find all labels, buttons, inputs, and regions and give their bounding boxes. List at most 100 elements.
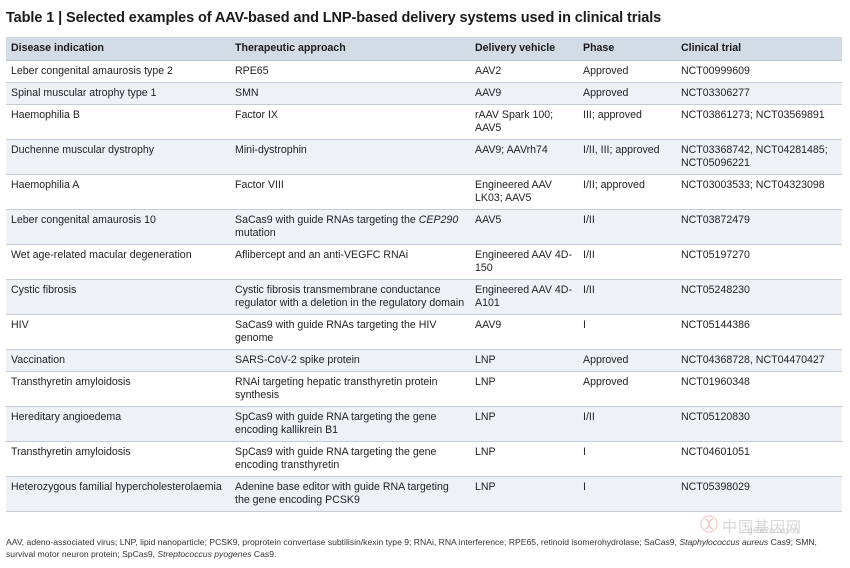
table-row: Vaccination SARS-CoV-2 spike protein LNP Ap… [6,349,842,372]
watermark-text: 中国基因网 [722,517,803,536]
table-title: Table 1 | Selected examples of AAV-based… [6,10,662,26]
cell-vehicle: AAV9; AAVrh74 [470,139,578,175]
cell-trial: NCT03861273; NCT03569891 [676,104,842,140]
footnote-text-2: Cas9; SMN, survival motor neuron protein… [6,537,817,559]
table-row: Transthyretin amyloidosis SpCas9 with gui… [6,441,842,477]
cell-disease: Wet age-related macular degeneration [6,244,230,280]
cell-trial: NCT05197270 [676,244,842,280]
cell-trial: NCT04368728, NCT04470427 [676,349,842,372]
cell-disease: Vaccination [6,349,230,372]
cell-disease: Leber congenital amaurosis type 2 [6,60,230,83]
cell-disease: Haemophilia A [6,174,230,210]
cell-phase: I/II; approved [578,174,676,210]
cell-approach: SpCas9 with guide RNA targeting the gene… [230,406,470,442]
cell-trial: NCT03003533; NCT04323098 [676,174,842,210]
cell-trial: NCT05144386 [676,314,842,350]
table-row: Haemophilia A Factor VIII Engineered AAV L… [6,174,842,210]
cell-approach: SARS-CoV-2 spike protein [230,349,470,372]
table-row: Hereditary angioedema SpCas9 with guide R… [6,406,842,442]
cell-approach: Cystic fibrosis transmembrane conductanc… [230,279,470,315]
cell-disease: Spinal muscular atrophy type 1 [6,82,230,105]
table-row: Haemophilia B Factor IX rAAV Spark 100; AA… [6,104,842,140]
footnote-italic-2: Streptococcus pyogenes [157,549,252,559]
cell-phase: I [578,441,676,477]
cell-trial: NCT04601051 [676,441,842,477]
cell-vehicle: AAV9 [470,82,578,105]
cell-phase: I [578,476,676,512]
table-row: Wet age-related macular degeneration Afli… [6,244,842,280]
watermark-url: genecn.org.cn [748,526,799,535]
cell-phase: I [578,314,676,350]
header-delivery-vehicle: Delivery vehicle [470,37,578,61]
cell-phase: III; approved [578,104,676,140]
cell-trial: NCT05120830 [676,406,842,442]
footnote-italic-1: Staphylococcus aureus [679,537,769,547]
cell-disease: HIV [6,314,230,350]
cell-approach: Factor VIII [230,174,470,210]
delivery-systems-table: Disease indication Therapeutic approach … [6,37,842,512]
footnote-text-1: AAV, adeno-associated virus; LNP, lipid … [6,537,680,547]
cell-disease: Transthyretin amyloidosis [6,371,230,407]
cell-disease: Leber congenital amaurosis 10 [6,209,230,245]
dna-logo-icon [700,514,718,538]
table-container: Disease indication Therapeutic approach … [6,37,842,512]
table-row: Leber congenital amaurosis type 2 RPE65 AA… [6,60,842,83]
cell-approach: SaCas9 with guide RNAs targeting the HIV… [230,314,470,350]
approach-gene-italic: CEP290 [418,214,459,226]
cell-trial: NCT03872479 [676,209,842,245]
cell-vehicle: Engineered AAV LK03; AAV5 [470,174,578,210]
table-body: Leber congenital amaurosis type 2 RPE65 AA… [6,60,842,512]
cell-disease: Transthyretin amyloidosis [6,441,230,477]
cell-disease: Hereditary angioedema [6,406,230,442]
watermark: 中国基因网 [700,514,840,538]
cell-approach: Mini-dystrophin [230,139,470,175]
cell-phase: I/II [578,244,676,280]
table-footnote: AAV, adeno-associated virus; LNP, lipid … [6,536,842,560]
table-row: Heterozygous familial hypercholesterolae… [6,476,842,512]
cell-vehicle: Engineered AAV 4D-150 [470,244,578,280]
cell-vehicle: LNP [470,476,578,512]
cell-trial: NCT00999609 [676,60,842,83]
approach-text: SaCas9 with guide RNAs targeting the [235,214,416,226]
cell-phase: Approved [578,349,676,372]
cell-vehicle: AAV9 [470,314,578,350]
cell-phase: I/II [578,209,676,245]
cell-approach: Adenine base editor with guide RNA targe… [230,476,470,512]
table-row: Cystic fibrosis Cystic fibrosis transmemb… [6,279,842,315]
table-row: Duchenne muscular dystrophy Mini-dystroph… [6,139,842,175]
cell-vehicle: AAV5 [470,209,578,245]
table-row: Spinal muscular atrophy type 1 SMN AAV9 App… [6,82,842,105]
cell-disease: Cystic fibrosis [6,279,230,315]
header-phase: Phase [578,37,676,61]
header-therapeutic-approach: Therapeutic approach [230,37,470,61]
cell-approach: RPE65 [230,60,470,83]
cell-trial: NCT01960348 [676,371,842,407]
cell-approach: SMN [230,82,470,105]
cell-vehicle: Engineered AAV 4D-A101 [470,279,578,315]
cell-approach: SaCas9 with guide RNAs targeting the CEP… [230,209,470,245]
cell-trial: NCT03368742, NCT04281485; NCT05096221 [676,139,842,175]
header-row: Disease indication Therapeutic approach … [6,37,842,61]
table-row: Transthyretin amyloidosis RNAi targeting … [6,371,842,407]
cell-vehicle: AAV2 [470,60,578,83]
cell-approach: Factor IX [230,104,470,140]
cell-phase: Approved [578,82,676,105]
cell-vehicle: LNP [470,441,578,477]
cell-phase: Approved [578,371,676,407]
table-header: Disease indication Therapeutic approach … [6,37,842,61]
table-row: Leber congenital amaurosis 10 SaCas9 with… [6,209,842,245]
cell-trial: NCT03306277 [676,82,842,105]
cell-vehicle: LNP [470,349,578,372]
cell-phase: Approved [578,60,676,83]
cell-disease: Haemophilia B [6,104,230,140]
cell-vehicle: LNP [470,406,578,442]
header-disease-indication: Disease indication [6,37,230,61]
cell-trial: NCT05248230 [676,279,842,315]
cell-phase: I/II [578,406,676,442]
cell-disease: Heterozygous familial hypercholesterolae… [6,476,230,512]
cell-vehicle: rAAV Spark 100; AAV5 [470,104,578,140]
footnote-text-3: Cas9. [251,549,277,559]
cell-phase: I/II [578,279,676,315]
approach-suffix: mutation [235,227,276,239]
cell-trial: NCT05398029 [676,476,842,512]
